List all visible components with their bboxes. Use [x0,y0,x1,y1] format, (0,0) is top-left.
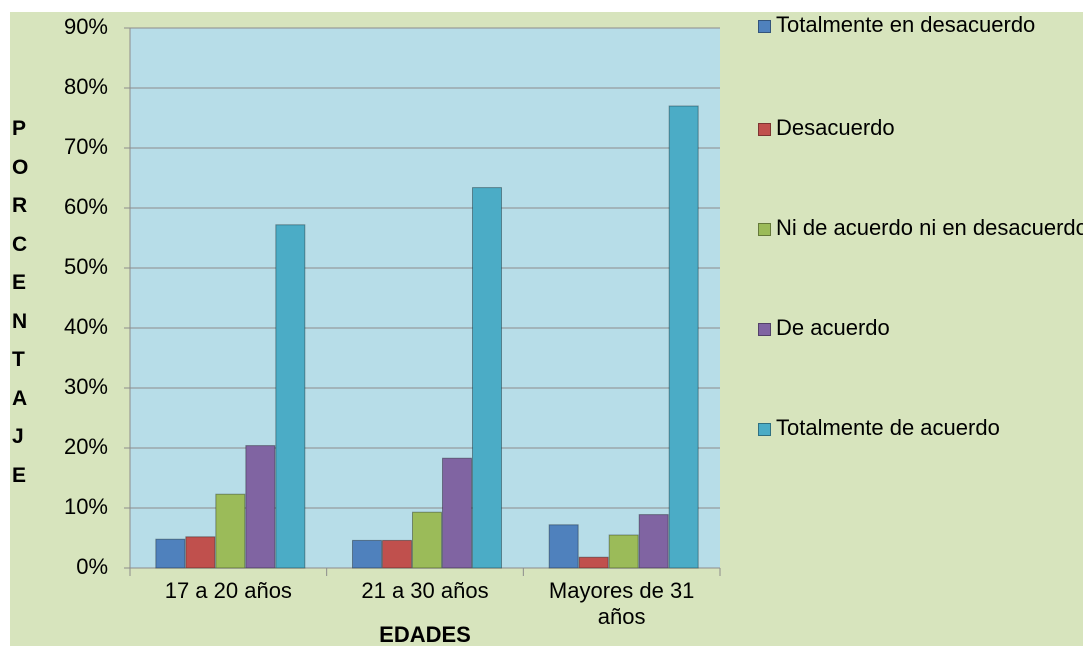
bar [155,538,186,569]
legend-label: Totalmente de acuerdo [776,415,1000,440]
bar [578,556,609,569]
legend-marker [758,223,771,236]
x-axis-label: EDADES [379,622,471,646]
bar [352,539,382,569]
x-tick-label: Mayores de 31 años [548,578,695,629]
y-tick-label: 50% [64,254,108,279]
x-tick-label: 21 a 30 años [361,578,489,603]
legend-label: Totalmente en desacuerdo [776,12,1036,37]
y-axis-label: PORCENTAJE [12,117,29,487]
bar [215,493,246,569]
legend-marker [758,323,771,336]
y-tick-label: 70% [64,134,108,159]
legend-marker [758,20,771,33]
legend-marker [758,123,771,136]
bar [638,514,669,569]
bar [442,457,472,569]
bar [275,224,306,569]
bar [382,539,412,569]
y-tick-label: 0% [76,554,108,579]
legend-marker [758,423,771,436]
y-tick-label: 60% [64,194,108,219]
legend-label: Ni de acuerdo ni en desacuerdo [776,215,1083,240]
bar [548,524,579,569]
y-tick-label: 10% [64,494,108,519]
bar [245,445,276,569]
y-tick-label: 90% [64,14,108,39]
y-tick-label: 30% [64,374,108,399]
bar [608,534,639,569]
bar [412,511,442,569]
bar [185,536,216,569]
y-tick-label: 80% [64,74,108,99]
plot-area [130,28,720,568]
x-tick-label: 17 a 20 años [164,578,292,603]
legend-label: Desacuerdo [776,115,895,140]
bar [472,187,502,569]
y-tick-label: 20% [64,434,108,459]
bar [668,105,699,569]
y-tick-label: 40% [64,314,108,339]
legend-label: De acuerdo [776,315,890,340]
